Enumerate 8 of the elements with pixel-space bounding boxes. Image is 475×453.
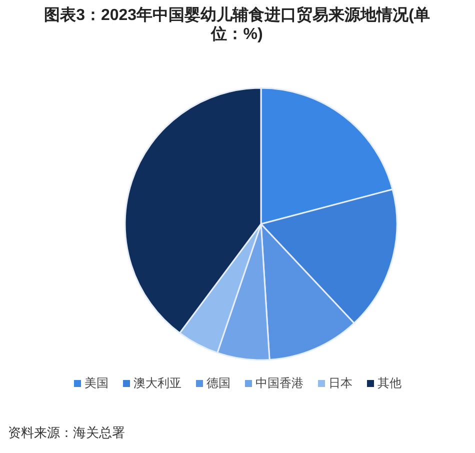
text: 资料来源：海关总署 — [8, 424, 125, 442]
legend-label: 澳大利亚 — [134, 375, 182, 392]
chart-title: 图表3：2023年中国婴幼儿辅食进口贸易来源地情况(单位：%) — [43, 6, 431, 44]
legend-label: 美国 — [84, 375, 108, 392]
legend-label: 其他 — [378, 375, 402, 392]
legend-label: 中国香港 — [256, 375, 304, 392]
legend-label: 日本 — [328, 375, 352, 392]
legend-label: 德国 — [206, 375, 230, 392]
